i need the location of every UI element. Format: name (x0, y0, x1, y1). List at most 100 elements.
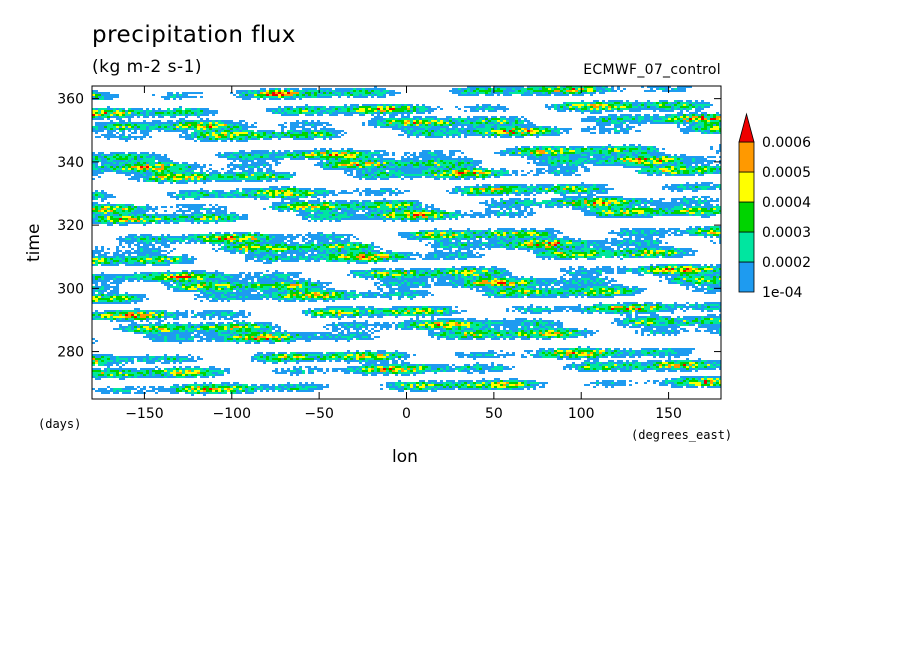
field-cell (557, 132, 560, 134)
field-cell (659, 236, 665, 238)
field-cell (434, 174, 437, 176)
field-cell (626, 210, 629, 212)
field-cell (251, 134, 254, 136)
field-cell (569, 156, 590, 158)
field-cell (332, 240, 335, 242)
field-cell (458, 174, 461, 176)
field-cell (701, 188, 707, 190)
field-cell (692, 120, 695, 122)
field-cell (98, 196, 101, 198)
field-cell (308, 90, 323, 92)
field-cell (257, 194, 269, 196)
field-cell (278, 96, 281, 98)
field-cell (659, 116, 665, 118)
field-cell (254, 236, 266, 238)
field-cell (203, 182, 206, 184)
field-cell (362, 164, 365, 166)
field-cell (395, 204, 398, 206)
field-cell (410, 214, 413, 216)
field-cell (512, 240, 521, 242)
field-cell (260, 90, 263, 92)
field-cell (713, 230, 716, 232)
field-cell (140, 130, 152, 132)
field-cell (428, 152, 434, 154)
field-cell (185, 192, 188, 194)
field-cell (293, 154, 296, 156)
field-cell (440, 234, 443, 236)
field-cell (356, 188, 359, 190)
field-cell (638, 106, 641, 108)
field-cell (629, 210, 632, 212)
field-cell (446, 116, 452, 118)
field-cell (419, 218, 425, 220)
field-cell (452, 136, 455, 138)
field-cell (242, 126, 257, 128)
field-cell (431, 134, 434, 136)
field-cell (314, 150, 320, 152)
field-cell (674, 108, 677, 110)
field-cell (206, 118, 209, 120)
field-cell (680, 172, 683, 174)
field-cell (536, 248, 545, 250)
field-cell (503, 94, 512, 96)
field-cell (92, 128, 95, 130)
field-cell (203, 164, 206, 166)
field-cell (665, 172, 668, 174)
field-cell (539, 206, 542, 208)
field-cell (233, 138, 239, 140)
field-cell (128, 246, 131, 248)
field-cell (521, 148, 524, 150)
field-cell (269, 88, 275, 90)
field-cell (233, 236, 239, 238)
field-cell (719, 210, 721, 212)
field-cell (680, 210, 686, 212)
field-cell (188, 176, 191, 178)
field-cell (524, 148, 530, 150)
field-cell (425, 136, 443, 138)
field-cell (191, 134, 194, 136)
field-cell (134, 112, 137, 114)
field-cell (275, 90, 278, 92)
field-cell (233, 94, 236, 96)
field-cell (416, 108, 419, 110)
field-cell (566, 190, 569, 192)
field-cell (548, 156, 551, 158)
field-cell (203, 236, 206, 238)
field-cell (383, 164, 386, 166)
field-cell (383, 168, 428, 170)
field-cell (95, 192, 101, 194)
field-cell (461, 238, 467, 240)
field-cell (278, 108, 281, 110)
field-cell (239, 120, 245, 122)
field-cell (575, 150, 581, 152)
field-cell (113, 170, 116, 172)
field-cell (473, 170, 482, 172)
field-cell (608, 200, 617, 202)
field-cell (236, 196, 245, 198)
field-cell (128, 154, 131, 156)
field-cell (413, 236, 419, 238)
field-cell (629, 248, 635, 250)
field-cell (533, 244, 536, 246)
field-cell (662, 208, 665, 210)
field-cell (119, 166, 122, 168)
field-cell (215, 120, 218, 122)
field-cell (611, 86, 614, 88)
field-cell (362, 154, 371, 156)
field-cell (530, 130, 533, 132)
field-cell (545, 92, 548, 94)
field-cell (533, 162, 548, 164)
field-cell (263, 188, 269, 190)
field-cell (635, 162, 638, 164)
field-cell (701, 106, 704, 108)
field-cell (623, 248, 626, 250)
field-cell (290, 128, 296, 130)
field-cell (248, 196, 257, 198)
field-cell (680, 204, 683, 206)
field-cell (380, 188, 392, 190)
field-cell (500, 208, 503, 210)
field-cell (395, 162, 398, 164)
field-cell (482, 136, 485, 138)
field-cell (587, 244, 590, 246)
field-cell (632, 228, 656, 230)
